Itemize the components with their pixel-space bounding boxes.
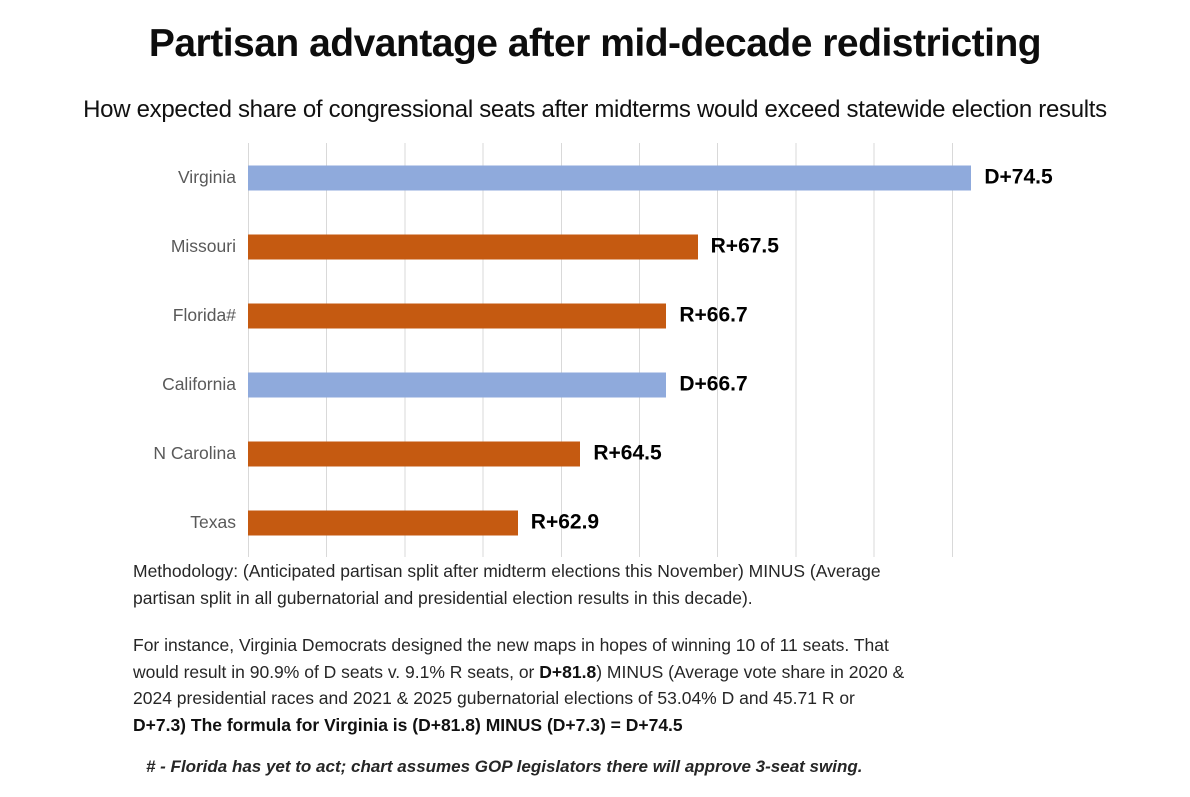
methodology-note: Methodology: (Anticipated partisan split… — [133, 558, 1073, 611]
value-label: D+66.7 — [679, 372, 748, 396]
example-note: For instance, Virginia Democrats designe… — [133, 632, 1073, 738]
plot-track: R+66.7 — [248, 281, 1030, 350]
category-label: Missouri — [170, 236, 236, 256]
chart-row: Florida# R+66.7 — [0, 281, 1030, 350]
category-label: Virginia — [177, 167, 236, 187]
example-line: For instance, Virginia Democrats designe… — [133, 632, 1073, 659]
plot-track: D+74.5 — [248, 143, 1053, 212]
body-text: would result in 90.9% of D seats v. 9.1%… — [133, 661, 540, 682]
page-subtitle: How expected share of congressional seat… — [83, 96, 1107, 123]
category-label: N Carolina — [153, 443, 236, 463]
page-title: Partisan advantage after mid-decade redi… — [148, 22, 1042, 65]
value-label: R+64.5 — [593, 441, 662, 465]
plot-track: R+64.5 — [248, 419, 1030, 488]
chart-row: N Carolina R+64.5 — [0, 419, 1030, 488]
value-label: R+67.5 — [710, 234, 779, 258]
body-text: ) MINUS (Average vote share in 2020 & — [596, 661, 905, 682]
methodology-line: partisan split in all gubernatorial and … — [133, 587, 753, 608]
plot-track: R+62.9 — [248, 488, 1030, 557]
data-bar: D+66.7 — [248, 372, 748, 397]
body-text: 2024 presidential races and 2021 & 2025 … — [133, 688, 855, 708]
value-label: R+62.9 — [530, 510, 600, 534]
data-bar: R+62.9 — [248, 510, 599, 535]
chart-row: Missouri R+67.5 — [0, 212, 1030, 281]
methodology-line: Methodology: (Anticipated partisan split… — [133, 561, 881, 581]
value-label: R+66.7 — [679, 303, 748, 327]
bold-text: D+81.8 — [539, 661, 597, 682]
chart-row: Texas R+62.9 — [0, 488, 1030, 557]
category-label: Florida# — [172, 305, 236, 325]
body-text: For instance, Virginia Democrats designe… — [133, 635, 889, 655]
plot-track: D+66.7 — [248, 350, 1030, 419]
chart-row: California D+66.7 — [0, 350, 1030, 419]
data-bar: R+67.5 — [248, 234, 779, 259]
bold-text: D+7.3) The formula for Virginia is (D+81… — [133, 714, 683, 735]
example-line: would result in 90.9% of D seats v. 9.1%… — [133, 659, 1073, 686]
data-bar: D+74.5 — [248, 165, 1053, 190]
category-label: California — [162, 374, 236, 394]
chart-row: Virginia D+74.5 — [0, 143, 1053, 212]
value-label: D+74.5 — [984, 165, 1053, 189]
bar-chart: Virginia D+74.5 Missouri R+67.5 Florida# R+66… — [0, 143, 1053, 557]
plot-track: R+67.5 — [248, 212, 1030, 281]
data-bar: R+64.5 — [248, 441, 662, 466]
data-bar: R+66.7 — [248, 303, 748, 328]
category-label: Texas — [190, 512, 236, 532]
example-line: 2024 presidential races and 2021 & 2025 … — [133, 685, 1073, 712]
florida-footnote: # - Florida has yet to act; chart assume… — [146, 757, 863, 776]
example-line: D+7.3) The formula for Virginia is (D+81… — [133, 712, 1073, 739]
